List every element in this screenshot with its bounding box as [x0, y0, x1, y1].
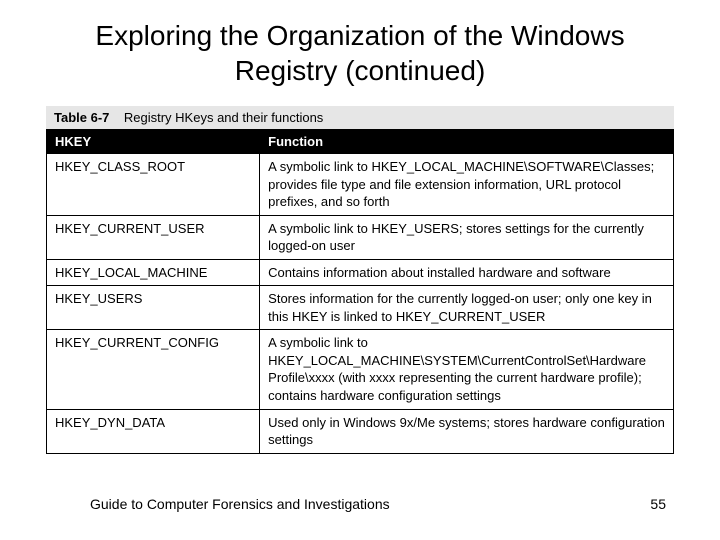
- slide-footer: Guide to Computer Forensics and Investig…: [0, 496, 720, 512]
- table-row: HKEY_CURRENT_CONFIG A symbolic link to H…: [47, 330, 674, 409]
- footer-text: Guide to Computer Forensics and Investig…: [90, 496, 390, 512]
- page-number: 55: [650, 496, 666, 512]
- function-cell: Used only in Windows 9x/Me systems; stor…: [260, 409, 674, 453]
- col-header-function: Function: [260, 130, 674, 154]
- hkey-cell: HKEY_DYN_DATA: [47, 409, 260, 453]
- slide-title: Exploring the Organization of the Window…: [0, 0, 720, 96]
- table-row: HKEY_DYN_DATA Used only in Windows 9x/Me…: [47, 409, 674, 453]
- col-header-hkey: HKEY: [47, 130, 260, 154]
- function-cell: A symbolic link to HKEY_LOCAL_MACHINE\SO…: [260, 154, 674, 216]
- table-number: Table 6-7: [54, 110, 109, 125]
- hkey-table: HKEY Function HKEY_CLASS_ROOT A symbolic…: [46, 129, 674, 454]
- table-caption-text: Registry HKeys and their functions: [124, 110, 323, 125]
- function-cell: A symbolic link to HKEY_LOCAL_MACHINE\SY…: [260, 330, 674, 409]
- hkey-cell: HKEY_LOCAL_MACHINE: [47, 259, 260, 286]
- hkey-table-wrapper: Table 6-7 Registry HKeys and their funct…: [46, 106, 674, 454]
- table-row: HKEY_LOCAL_MACHINE Contains information …: [47, 259, 674, 286]
- hkey-cell: HKEY_CLASS_ROOT: [47, 154, 260, 216]
- table-row: HKEY_USERS Stores information for the cu…: [47, 286, 674, 330]
- hkey-cell: HKEY_CURRENT_CONFIG: [47, 330, 260, 409]
- hkey-cell: HKEY_USERS: [47, 286, 260, 330]
- function-cell: Stores information for the currently log…: [260, 286, 674, 330]
- hkey-cell: HKEY_CURRENT_USER: [47, 215, 260, 259]
- function-cell: A symbolic link to HKEY_USERS; stores se…: [260, 215, 674, 259]
- function-cell: Contains information about installed har…: [260, 259, 674, 286]
- table-row: HKEY_CURRENT_USER A symbolic link to HKE…: [47, 215, 674, 259]
- table-row: HKEY_CLASS_ROOT A symbolic link to HKEY_…: [47, 154, 674, 216]
- table-caption: Table 6-7 Registry HKeys and their funct…: [46, 106, 674, 129]
